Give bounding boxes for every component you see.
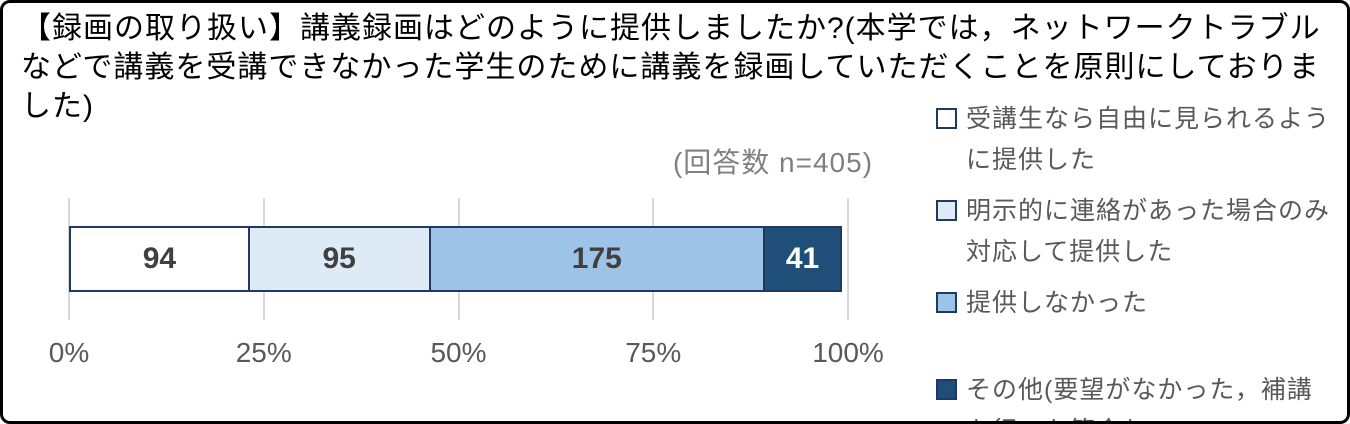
bar-segment: 94 [69, 226, 250, 292]
legend-item: 受講生なら自由に見られるように提供した [936, 99, 1338, 181]
bar-segment-value: 175 [571, 242, 622, 275]
legend-label: 提供しなかった [966, 289, 1149, 317]
bar-segment-value: 95 [322, 242, 356, 275]
legend-swatch [936, 292, 957, 313]
bar-segment-value: 41 [785, 242, 820, 275]
gridline [847, 198, 849, 320]
plot-area: 94 95 175 41 [68, 198, 849, 320]
x-axis-tick-label: 100% [812, 337, 884, 368]
legend-swatch [936, 108, 957, 129]
bar-segment-value: 94 [142, 242, 177, 275]
x-axis-tick-label: 50% [430, 337, 487, 368]
x-axis: 0% 25% 50% 75% 100% [49, 337, 884, 377]
legend-label: 明示的に連絡があった場合のみ対応して提供した [966, 197, 1331, 266]
legend-label: 受講生なら自由に見られるように提供した [966, 105, 1331, 174]
stacked-bar: 94 95 175 41 [69, 226, 848, 292]
response-count: (回答数 n=405) [672, 147, 874, 178]
bar-segment: 95 [247, 226, 431, 292]
bar-segment: 41 [763, 226, 842, 292]
bar-segment: 175 [428, 226, 766, 292]
legend-item: 提供しなかった [936, 283, 1338, 324]
legend-label: その他(要望がなかった，補講を行った等含む) [966, 376, 1313, 421]
chart-title: 【録画の取り扱い】講義録画はどのように提供しましたか?(本学では，ネットワークト… [21, 12, 1321, 123]
legend: 受講生なら自由に見られるように提供した 明示的に連絡があった場合のみ対応して提供し… [936, 99, 1338, 421]
legend-item: 明示的に連絡があった場合のみ対応して提供した [936, 191, 1338, 273]
x-axis-tick-label: 75% [625, 337, 682, 368]
x-axis-tick-label: 25% [235, 337, 292, 368]
x-axis-tick-label: 0% [48, 337, 90, 368]
legend-swatch [936, 200, 957, 221]
legend-item: その他(要望がなかった，補講を行った等含む) [936, 370, 1338, 421]
legend-swatch [936, 379, 957, 400]
